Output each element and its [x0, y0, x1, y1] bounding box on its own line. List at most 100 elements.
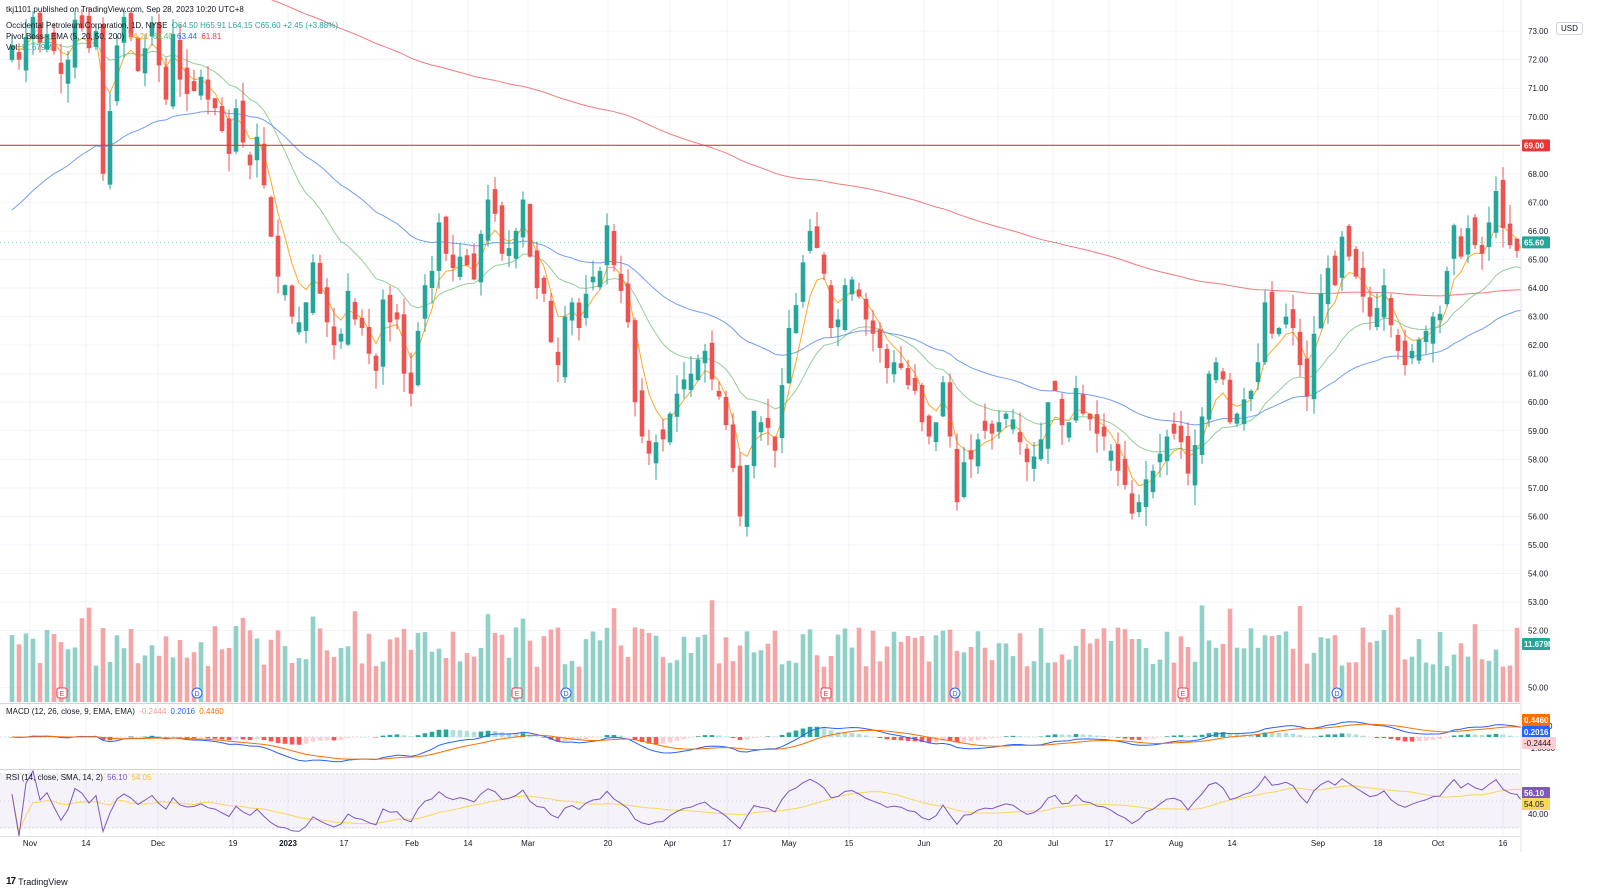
candle-body: [443, 216, 449, 254]
macd-histogram-bar: [1080, 734, 1086, 737]
macd-histogram-bar: [464, 730, 470, 737]
macd-histogram-bar: [163, 737, 169, 738]
macd-histogram-bar: [1500, 734, 1506, 737]
vol-label[interactable]: Vol: [6, 43, 18, 52]
rsi-label[interactable]: RSI (14, close, SMA, 14, 2): [6, 773, 103, 782]
price-axis: 73.00 72.00 71.00 70.00 68.00 67.00 66.00 65.00…: [1520, 0, 1600, 892]
macd-histogram-bar: [1353, 734, 1359, 737]
price-tick-label: 71.00: [1528, 84, 1549, 93]
footer-brand[interactable]: 17 TradingView: [6, 876, 68, 887]
rsi-value-tag-bg: [1522, 787, 1550, 799]
macd-hist-tag: -0.2444: [1524, 739, 1552, 748]
candle-body: [1150, 470, 1156, 493]
volume-bar: [373, 665, 379, 702]
volume-bar: [849, 647, 855, 702]
macd-label[interactable]: MACD (12, 26, close, 9, EMA, EMA): [6, 707, 135, 716]
candle-body: [758, 422, 764, 433]
macd-histogram-bar: [1038, 736, 1044, 738]
macd-histogram-bar: [1199, 734, 1205, 737]
volume-bar: [254, 638, 260, 702]
candle-body: [1255, 362, 1261, 383]
time-tick-label: 17: [340, 839, 349, 848]
candle-body: [16, 51, 22, 60]
candle-body: [849, 279, 855, 295]
macd-histogram-bar: [1010, 735, 1016, 737]
candle-body: [940, 382, 946, 417]
candle-body: [716, 390, 722, 397]
volume-bar: [1381, 629, 1387, 702]
macd-histogram-bar: [800, 728, 806, 737]
macd-histogram-bar: [373, 737, 379, 738]
volume-bar: [576, 666, 582, 702]
macd-histogram-bar: [730, 737, 736, 739]
macd-histogram-bar: [450, 729, 456, 737]
currency-button[interactable]: USD: [1556, 22, 1583, 35]
volume-bar: [541, 636, 547, 702]
candle-body: [1325, 268, 1331, 305]
macd-histogram-bar: [317, 737, 323, 741]
ema-label[interactable]: Pivot Boss - EMA (5, 20, 50, 200): [6, 32, 125, 41]
macd-histogram-bar: [856, 734, 862, 737]
macd-histogram-bar: [765, 736, 771, 737]
macd-histogram-bar: [989, 737, 995, 739]
candle-body: [1318, 293, 1324, 329]
macd-histogram-bar: [247, 737, 253, 740]
macd-histogram-bar: [982, 737, 988, 740]
candle-body: [30, 16, 36, 40]
ema5-value: 64.21: [128, 32, 149, 41]
candle-body: [583, 293, 589, 319]
candle-body: [1346, 225, 1352, 257]
volume-bar: [772, 630, 778, 702]
macd-histogram-bar: [681, 737, 687, 740]
candle-body: [1038, 439, 1044, 460]
macd-histogram-bar: [1465, 734, 1471, 737]
time-tick-label: 15: [845, 839, 854, 848]
candle-body: [1171, 423, 1177, 434]
volume-bar: [464, 653, 470, 702]
volume-bar: [422, 632, 428, 702]
volume-bar: [877, 661, 883, 702]
candle-body: [1269, 291, 1275, 334]
macd-histogram-bar: [1346, 733, 1352, 737]
volume-bar: [1094, 638, 1100, 702]
macd-histogram-bar: [975, 737, 981, 741]
macd-histogram-bar: [849, 733, 855, 737]
symbol-name[interactable]: Occidental Petroleum Corporation, 1D, NY…: [6, 21, 168, 30]
candle-body: [261, 143, 267, 186]
macd-histogram-bar: [1486, 734, 1492, 737]
candle-body: [877, 329, 883, 349]
macd-line-tag: 0.2016: [1524, 728, 1549, 737]
macd-histogram-bar: [576, 737, 582, 741]
candle-body: [1493, 190, 1499, 233]
volume-bar: [982, 647, 988, 702]
macd-histogram-bar: [394, 734, 400, 737]
axis-background: [1521, 0, 1600, 892]
candle-body: [576, 302, 582, 329]
candle-body: [1227, 379, 1233, 423]
candle-body: [1052, 380, 1058, 391]
macd-histogram-bar: [282, 737, 288, 744]
macd-histogram-bar: [1150, 737, 1156, 739]
macd-histogram-bar: [520, 733, 526, 737]
candle-body: [1276, 328, 1282, 335]
event-label: E: [60, 691, 65, 698]
event-label: D: [1334, 691, 1339, 698]
macd-histogram-bar: [1248, 734, 1254, 737]
publish-text: tkj1101 published on TradingView.com, Se…: [6, 5, 244, 14]
candle-body: [275, 235, 281, 277]
signal-line: [11, 723, 1553, 760]
candle-body: [1234, 413, 1240, 424]
candle-body: [345, 290, 351, 345]
candle-body: [72, 19, 78, 68]
tradingview-logo-icon: 17: [6, 876, 16, 887]
price-tick-label: 53.00: [1528, 598, 1549, 607]
volume-bar: [954, 650, 960, 702]
volume-bar: [282, 646, 288, 702]
volume-bar: [240, 617, 246, 702]
macd-histogram-bar: [149, 735, 155, 737]
candle-body: [436, 222, 442, 271]
macd-histogram-bar: [261, 737, 267, 741]
rsi-value-tag: 56.10: [1524, 789, 1545, 798]
volume-bar: [1353, 662, 1359, 702]
